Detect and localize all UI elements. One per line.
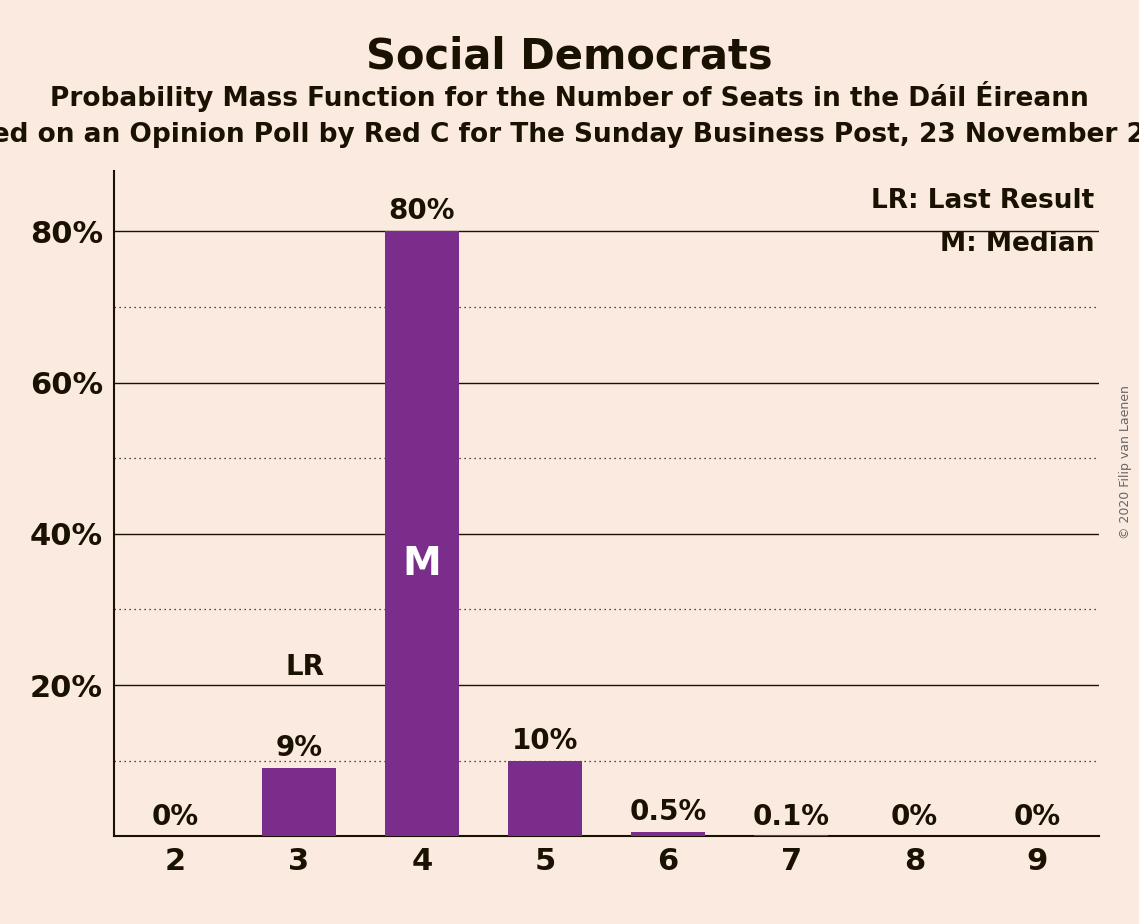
Text: 9%: 9%: [276, 735, 322, 762]
Text: Social Democrats: Social Democrats: [366, 35, 773, 77]
Text: M: M: [402, 545, 441, 583]
Bar: [262, 768, 336, 836]
Text: 0%: 0%: [1014, 803, 1062, 831]
Text: 0%: 0%: [891, 803, 937, 831]
Text: 0.1%: 0.1%: [753, 803, 829, 831]
Text: 80%: 80%: [388, 198, 456, 225]
Text: 10%: 10%: [511, 726, 579, 755]
Text: Probability Mass Function for the Number of Seats in the Dáil Éireann: Probability Mass Function for the Number…: [50, 81, 1089, 113]
Text: LR: LR: [285, 653, 325, 681]
Text: M: Median: M: Median: [940, 231, 1095, 257]
Bar: [508, 760, 582, 836]
Bar: [631, 833, 705, 836]
Text: Based on an Opinion Poll by Red C for The Sunday Business Post, 23 November 2017: Based on an Opinion Poll by Red C for Th…: [0, 122, 1139, 148]
Text: 0.5%: 0.5%: [630, 798, 706, 826]
Text: 0%: 0%: [151, 803, 199, 831]
Text: LR: Last Result: LR: Last Result: [871, 188, 1095, 213]
Bar: [385, 231, 459, 836]
Text: © 2020 Filip van Laenen: © 2020 Filip van Laenen: [1118, 385, 1132, 539]
